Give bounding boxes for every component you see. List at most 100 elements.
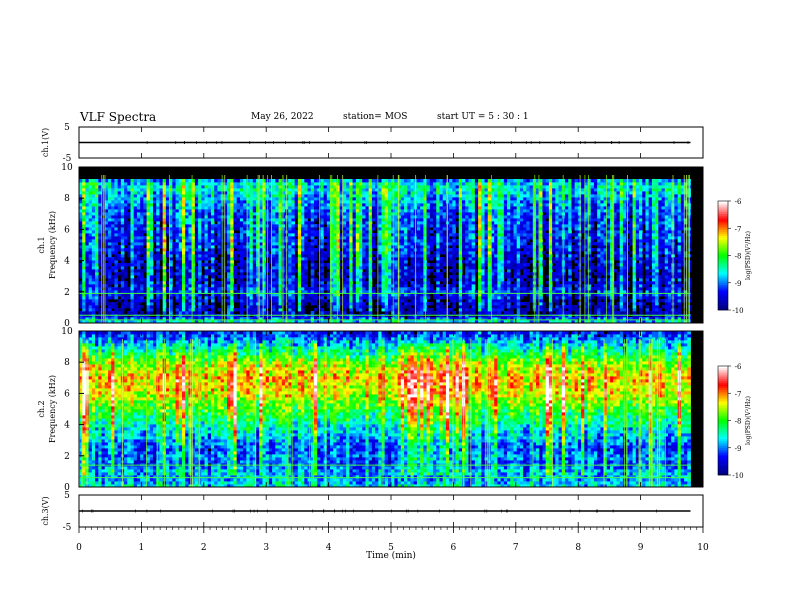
spectrogram-cell xyxy=(172,245,176,249)
spectrogram-cell xyxy=(178,257,183,261)
spectrogram-cell xyxy=(433,290,437,294)
spectrogram-cell xyxy=(143,254,147,258)
spectrogram-cell xyxy=(114,311,119,315)
spectrogram-cell xyxy=(207,224,212,228)
spectrogram-cell xyxy=(387,257,392,261)
spectrogram-cell xyxy=(404,233,408,237)
spectrogram-cell xyxy=(233,254,238,258)
spectrogram-cell xyxy=(239,293,244,297)
spectrogram-cell xyxy=(404,272,408,276)
spectrogram-cell xyxy=(407,290,411,294)
spectrogram-cell xyxy=(420,287,424,291)
spectrogram-cell xyxy=(404,287,408,291)
spectrogram-cell xyxy=(336,245,341,249)
spectrogram-cell xyxy=(278,233,283,237)
spectrogram-cell xyxy=(172,221,176,225)
spectrogram-cell xyxy=(143,263,147,267)
spectrogram-cell xyxy=(91,182,96,186)
spectrogram-cell xyxy=(146,179,151,183)
spectrogram-cell xyxy=(136,197,141,201)
spectrogram-cell xyxy=(249,179,254,183)
spectrogram-cell xyxy=(223,278,228,282)
spectrogram-cell xyxy=(339,320,344,324)
spectrogram-cell xyxy=(272,245,276,249)
spectrogram-cell xyxy=(375,251,379,255)
spectrogram-cell xyxy=(88,200,93,204)
spectrogram-cell xyxy=(178,290,183,294)
ch1-waveform-ytick-label: -5 xyxy=(63,154,72,164)
spectrogram-cell xyxy=(188,224,193,228)
spectrogram-cell xyxy=(304,272,308,276)
spectrogram-cell xyxy=(227,239,231,243)
spectrogram-cell xyxy=(342,260,347,264)
spectrogram-cell xyxy=(278,296,283,300)
spectrogram-cell xyxy=(365,191,370,195)
spectrogram-cell xyxy=(127,191,131,195)
spectrogram-cell xyxy=(162,311,167,315)
spectrogram-cell xyxy=(394,281,399,285)
spectrogram-cell xyxy=(301,218,305,222)
spectrogram-cell xyxy=(146,230,151,234)
spectrogram-cell xyxy=(352,251,357,255)
spectrogram-cell xyxy=(136,248,141,252)
spectrogram-cell xyxy=(404,311,408,315)
spectrogram-cell xyxy=(272,284,276,288)
spectrogram-cell xyxy=(149,287,154,291)
spectrogram-cell xyxy=(375,254,379,258)
spectrogram-cell xyxy=(153,212,157,216)
spectrogram-cell xyxy=(342,197,347,201)
spectrogram-cell xyxy=(346,305,350,309)
spectrogram-cell xyxy=(355,281,360,285)
spectrogram-cell xyxy=(207,215,212,219)
spectrogram-cell xyxy=(88,179,93,183)
spectrogram-cell xyxy=(313,188,318,192)
spectrogram-cell xyxy=(194,200,199,204)
spectrogram-cell xyxy=(191,269,196,273)
spectrogram-cell xyxy=(420,305,424,309)
spectrogram-cell xyxy=(307,287,312,291)
spectrogram-cell xyxy=(297,281,302,285)
spectrogram-cell xyxy=(95,284,99,288)
spectrogram-cell xyxy=(278,245,283,249)
spectrogram-cell xyxy=(416,224,421,228)
spectrogram-cell xyxy=(407,203,411,207)
spectrogram-cell xyxy=(233,299,238,303)
spectrogram-cell xyxy=(378,215,382,219)
spectrogram-cell xyxy=(362,287,366,291)
spectrogram-cell xyxy=(416,281,421,285)
spectrogram-cell xyxy=(194,311,199,315)
spectrogram-cell xyxy=(117,236,122,240)
spectrogram-cell xyxy=(262,185,267,189)
spectrogram-cell xyxy=(146,227,151,231)
spectrogram-cell xyxy=(278,260,283,264)
spectrogram-cell xyxy=(404,320,408,324)
spectrogram-cell xyxy=(178,239,183,243)
spectrogram-cell xyxy=(188,206,193,210)
spectrogram-cell xyxy=(210,215,215,219)
spectrogram-cell xyxy=(249,197,254,201)
spectrogram-cell xyxy=(198,218,202,222)
spectrogram-cell xyxy=(98,209,102,213)
spectrogram-cell xyxy=(107,182,112,186)
spectrogram-cell xyxy=(359,287,363,291)
spectrogram-cell xyxy=(143,218,147,222)
spectrogram-cell xyxy=(365,305,370,309)
spectrogram-cell xyxy=(378,194,382,198)
spectrogram-cell xyxy=(365,206,370,210)
spectrogram-cell xyxy=(85,290,90,294)
spectrogram-cell xyxy=(104,275,109,279)
spectrogram-cell xyxy=(362,254,366,258)
spectrogram-cell xyxy=(95,188,99,192)
spectrogram-cell xyxy=(156,248,160,252)
spectrogram-cell xyxy=(246,320,250,324)
spectrogram-cell xyxy=(349,197,353,201)
spectrogram-cell xyxy=(313,302,318,306)
spectrogram-cell xyxy=(278,263,283,267)
spectrogram-cell xyxy=(362,194,366,198)
spectrogram-cell xyxy=(333,269,337,273)
spectrogram-cell xyxy=(307,296,312,300)
spectrogram-cell xyxy=(378,227,382,231)
spectrogram-cell xyxy=(111,320,115,324)
spectrogram-cell xyxy=(82,251,86,255)
spectrogram-cell xyxy=(394,278,399,282)
